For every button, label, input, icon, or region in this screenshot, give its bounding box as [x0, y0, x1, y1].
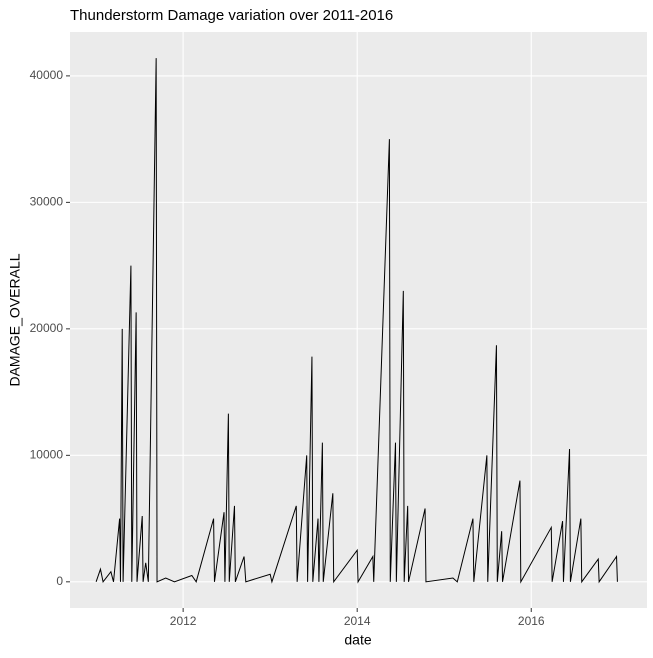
y-axis-label: DAMAGE_OVERALL [7, 253, 23, 386]
x-tick-label: 2012 [170, 614, 197, 628]
y-tick-label: 30000 [30, 195, 64, 209]
line [95, 58, 618, 584]
x-tick-label: 2014 [344, 614, 371, 628]
y-tick-label: 20000 [30, 321, 64, 335]
panel [70, 32, 647, 608]
x-axis-label: date [344, 632, 371, 648]
chart-title: Thunderstorm Damage variation over 2011-… [70, 7, 393, 24]
y-tick-label: 10000 [30, 448, 64, 462]
y-tick-label: 0 [56, 574, 63, 588]
y-tick-label: 40000 [30, 68, 64, 82]
x-tick-label: 2016 [518, 614, 545, 628]
